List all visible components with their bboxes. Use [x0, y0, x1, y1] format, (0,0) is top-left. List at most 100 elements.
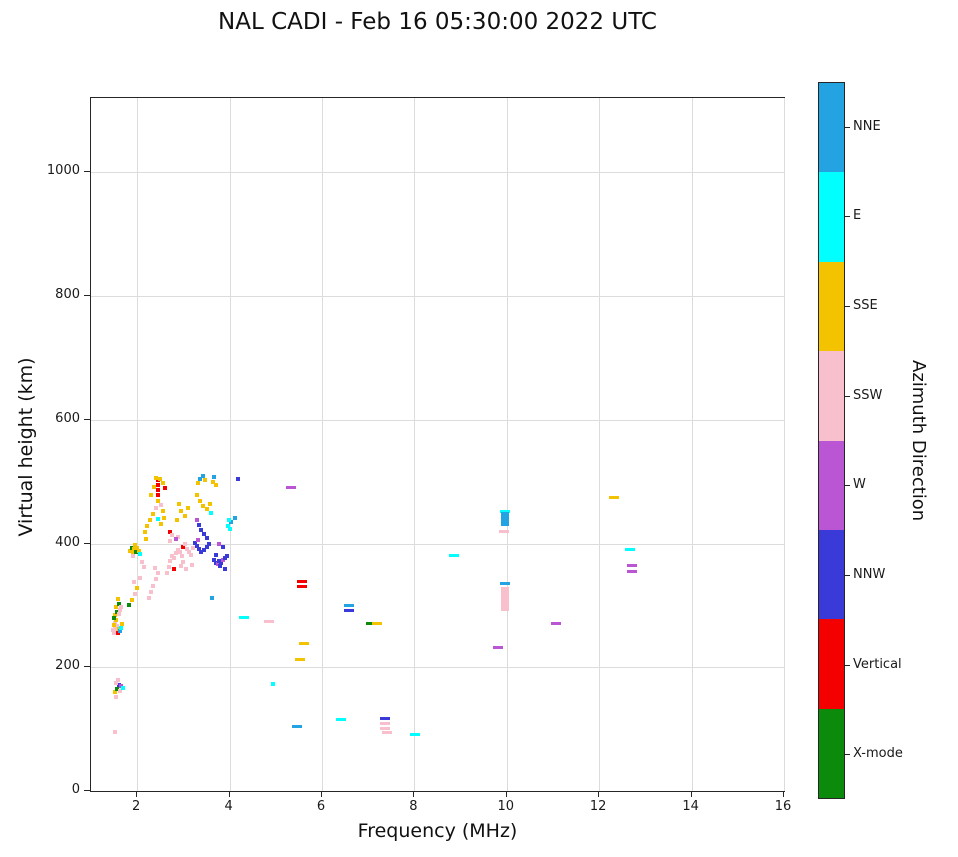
data-point: [120, 621, 125, 626]
gridline-vertical: [784, 98, 785, 791]
data-point: [379, 717, 390, 721]
y-tick-label: 200: [55, 658, 80, 674]
y-tick-label: 1000: [46, 163, 80, 179]
data-point: [139, 560, 144, 565]
data-point: [285, 486, 296, 490]
data-point: [235, 476, 240, 481]
data-point: [149, 493, 154, 498]
colorbar-segment: [819, 529, 844, 620]
data-point: [410, 732, 421, 736]
gridline-vertical: [414, 98, 416, 791]
data-point: [168, 558, 173, 563]
data-point: [151, 484, 156, 489]
data-point: [111, 623, 116, 628]
data-point: [264, 619, 275, 623]
data-point: [174, 517, 179, 522]
data-point: [119, 625, 124, 630]
gridline-vertical: [229, 98, 231, 791]
data-point: [500, 596, 509, 611]
data-point: [186, 505, 191, 510]
y-axis-label: Virtual height (km): [15, 357, 37, 537]
plot-area: [90, 97, 785, 792]
colorbar-tick: [845, 216, 850, 218]
data-point: [141, 565, 146, 569]
x-axis-tick: [690, 792, 692, 797]
data-point: [176, 501, 181, 506]
gridline-vertical: [322, 98, 323, 791]
x-tick-label: 8: [409, 799, 418, 814]
data-point: [500, 511, 509, 526]
data-point: [159, 521, 164, 526]
colorbar-label: W: [853, 477, 866, 493]
x-tick-label: 10: [497, 799, 515, 814]
colorbar-title: Azimuth Direction: [908, 359, 929, 522]
data-point: [178, 564, 183, 569]
data-point: [211, 475, 216, 480]
data-point: [145, 524, 150, 529]
y-tick-label: 0: [71, 782, 80, 797]
data-point: [150, 511, 155, 516]
data-point: [195, 493, 200, 498]
data-point: [117, 629, 122, 634]
data-point: [162, 485, 167, 490]
data-point: [133, 542, 138, 547]
data-point: [228, 520, 233, 525]
data-point: [114, 624, 119, 629]
data-point: [114, 618, 119, 623]
data-point: [144, 536, 149, 541]
data-point: [204, 545, 209, 550]
data-point: [136, 548, 141, 553]
data-point: [116, 626, 121, 631]
data-point: [204, 535, 209, 540]
data-point: [115, 686, 120, 691]
data-point: [189, 562, 194, 567]
data-point: [131, 579, 136, 584]
data-point: [146, 595, 151, 600]
x-axis-label: Frequency (MHz): [357, 820, 518, 842]
data-point: [114, 680, 119, 685]
y-tick-label: 400: [55, 534, 80, 550]
data-point: [219, 560, 224, 565]
data-point: [195, 517, 200, 522]
x-tick-label: 12: [589, 799, 607, 814]
data-point: [216, 542, 221, 547]
data-point: [137, 552, 142, 557]
x-axis-tick: [321, 792, 322, 797]
data-point: [172, 556, 177, 561]
data-point: [148, 517, 153, 522]
data-point: [218, 563, 223, 568]
chart-title: NAL CADI - Feb 16 05:30:00 2022 UTC: [218, 9, 657, 35]
x-tick-label: 16: [774, 799, 792, 814]
data-point: [211, 557, 216, 562]
data-point: [372, 622, 383, 626]
data-point: [161, 509, 166, 514]
data-point: [166, 565, 171, 569]
data-point: [149, 589, 154, 594]
x-axis-tick: [136, 792, 138, 797]
data-point: [170, 553, 175, 558]
x-tick-label: 14: [682, 799, 699, 814]
data-point: [343, 604, 354, 608]
data-point: [213, 553, 218, 558]
data-point: [205, 507, 210, 512]
data-point: [381, 730, 392, 734]
x-axis-tick: [783, 792, 784, 797]
data-point: [156, 516, 161, 521]
data-point: [500, 587, 509, 602]
y-axis-tick: [84, 418, 90, 420]
colorbar-label: SSW: [853, 387, 883, 403]
data-point: [114, 694, 119, 699]
data-point: [118, 688, 123, 693]
data-point: [608, 496, 619, 500]
colorbar-tick: [845, 395, 850, 397]
data-point: [294, 658, 305, 662]
data-point: [174, 537, 178, 542]
data-point: [159, 503, 164, 508]
y-tick-label: 800: [55, 287, 80, 302]
data-point: [239, 616, 250, 620]
gridline-horizontal: [91, 543, 784, 545]
data-point: [179, 553, 184, 558]
data-point: [197, 522, 202, 527]
data-point: [336, 717, 347, 721]
data-point: [200, 474, 205, 479]
